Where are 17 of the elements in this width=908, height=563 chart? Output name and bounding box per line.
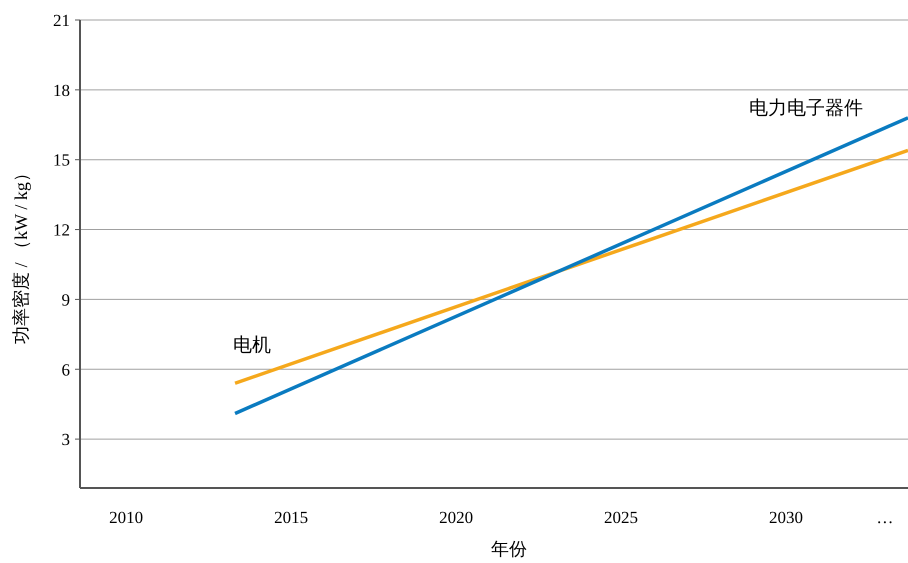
x-tick-label: 2030: [768, 508, 803, 527]
x-axis-title: 年份: [491, 539, 527, 559]
y-tick-label: 18: [53, 80, 70, 100]
series-label: 电机: [233, 335, 272, 356]
x-tick-label: …: [876, 508, 894, 527]
y-tick-label: 9: [62, 290, 70, 310]
y-tick-label: 12: [53, 220, 70, 240]
x-tick-label: 2015: [274, 508, 308, 527]
x-tick-label: 2020: [439, 508, 474, 527]
y-tick-label: 3: [62, 430, 70, 450]
y-tick-label: 6: [62, 360, 70, 380]
y-tick-label: 15: [53, 150, 70, 170]
series-label: 电力电子器件: [749, 98, 863, 119]
x-tick-label: 2025: [604, 508, 638, 527]
y-tick-label: 21: [53, 11, 70, 30]
x-tick-label: 2010: [109, 508, 144, 527]
y-axis-title: 功率密度 / （kW / kg）: [11, 164, 31, 344]
